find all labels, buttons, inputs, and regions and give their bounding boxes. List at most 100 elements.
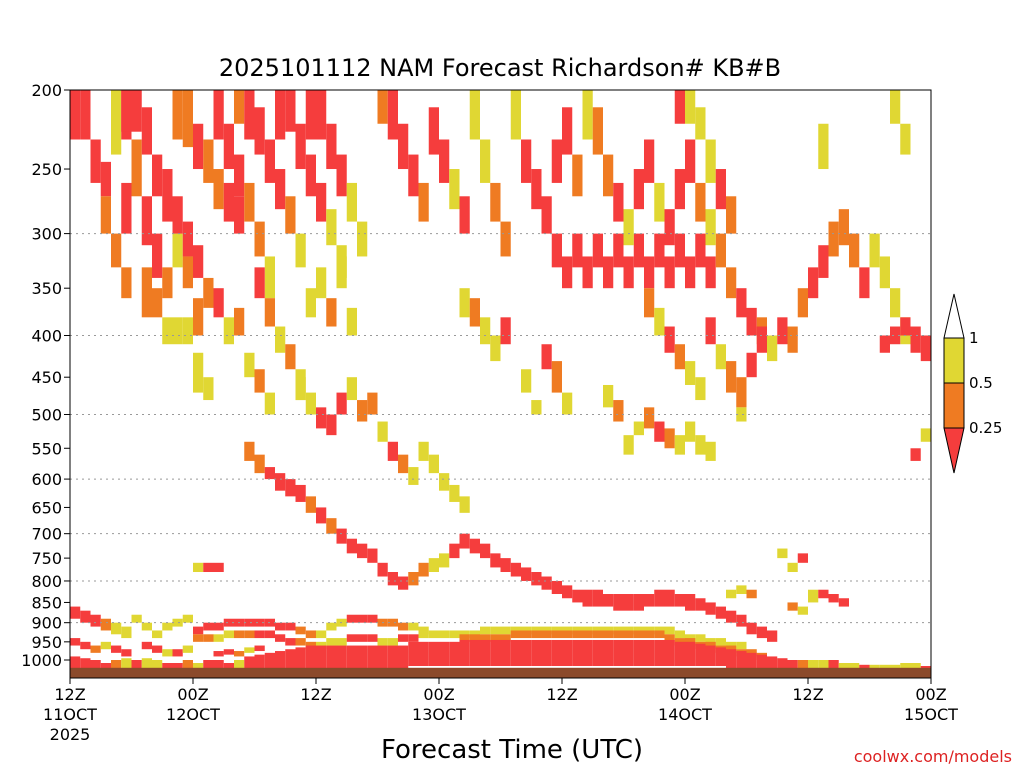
heatmap-cell [726, 645, 737, 653]
heatmap-cell [264, 630, 275, 639]
heatmap-cell [336, 645, 347, 672]
heatmap-cell [357, 400, 368, 422]
heatmap-cell [275, 326, 286, 353]
heatmap-cell [459, 196, 470, 234]
x-tick-label: 12OCT [166, 705, 220, 724]
heatmap-cell [326, 645, 337, 672]
heatmap-cell [172, 663, 183, 672]
heatmap-cell [828, 660, 839, 672]
heatmap-cell [695, 107, 706, 140]
heatmap-cell [305, 288, 316, 318]
heatmap-cell [182, 660, 193, 672]
heatmap-cell [326, 298, 337, 327]
heatmap-cell [695, 435, 706, 455]
heatmap-cell [449, 630, 460, 639]
heatmap-cell [141, 658, 152, 669]
heatmap-cell [572, 630, 583, 639]
heatmap-cell [541, 576, 552, 590]
heatmap-cell [685, 641, 696, 666]
heatmap-cell [285, 622, 296, 631]
heatmap-cell [336, 392, 347, 415]
heatmap-cell [705, 209, 716, 246]
heatmap-cell [541, 639, 552, 666]
heatmap-cell [469, 90, 480, 140]
heatmap-cell [428, 641, 439, 666]
plot-area [69, 89, 932, 679]
heatmap-cell [326, 123, 337, 170]
heatmap-cell [387, 618, 398, 627]
colorbar-label: 0.25 [969, 419, 1002, 437]
heatmap-cell [285, 479, 296, 497]
heatmap-cell [603, 594, 614, 607]
heatmap-cell [551, 580, 562, 595]
y-tick-label: 800 [31, 572, 62, 591]
heatmap-cell [244, 90, 255, 140]
heatmap-cell [121, 182, 132, 234]
heatmap-cell [254, 107, 265, 155]
heatmap-cell [162, 317, 173, 345]
heatmap-cell [787, 660, 798, 672]
heatmap-cell [439, 630, 450, 639]
x-tick-label: 14OCT [658, 705, 712, 724]
heatmap-cell [244, 182, 255, 222]
heatmap-cell [674, 638, 685, 646]
heatmap-cell [541, 626, 552, 635]
heatmap-cell [685, 634, 696, 642]
heatmap-cell [664, 634, 675, 642]
heatmap-cell [613, 639, 624, 666]
credit-text: coolwx.com/models [854, 747, 1012, 766]
heatmap-cell [418, 562, 429, 577]
heatmap-cell [623, 209, 634, 246]
heatmap-cell [295, 484, 306, 502]
heatmap-cell [418, 630, 429, 639]
heatmap-cell [736, 407, 747, 422]
heatmap-cell [264, 256, 275, 299]
heatmap-cell [705, 441, 716, 461]
heatmap-cell [254, 645, 265, 652]
heatmap-cell [592, 233, 603, 268]
heatmap-cell [705, 645, 716, 666]
heatmap-cell [613, 594, 624, 611]
heatmap-cell [152, 660, 163, 669]
heatmap-cell [808, 267, 819, 299]
heatmap-cell [603, 626, 614, 635]
heatmap-cell [346, 634, 357, 642]
heatmap-cell [439, 139, 450, 183]
heatmap-cell [644, 630, 655, 639]
heatmap-cell [838, 209, 849, 246]
heatmap-cell [500, 626, 511, 635]
heatmap-cell [193, 634, 204, 642]
heatmap-cell [367, 634, 378, 642]
heatmap-cell [172, 233, 183, 268]
heatmap-cell [767, 656, 778, 669]
heatmap-cell [562, 585, 573, 599]
heatmap-cell [490, 182, 501, 222]
heatmap-cell [316, 407, 327, 429]
heatmap-cell [705, 638, 716, 646]
heatmap-cell [377, 638, 388, 646]
ground-layer [70, 667, 931, 678]
heatmap-cell [234, 154, 245, 197]
heatmap-cell [869, 233, 880, 268]
heatmap-cell [459, 496, 470, 513]
heatmap-cell [633, 630, 644, 639]
heatmap-cell [521, 626, 532, 635]
heatmap-cell [654, 626, 665, 635]
heatmap-cell [305, 392, 316, 415]
colorbar-legend: 1 0.5 0.25 [943, 293, 1002, 474]
heatmap-cell [787, 562, 798, 573]
heatmap-cell [387, 638, 398, 646]
heatmap-cell [859, 267, 870, 299]
heatmap-cell [531, 572, 542, 586]
heatmap-cell [705, 139, 716, 183]
heatmap-cell [674, 344, 685, 370]
heatmap-cell [387, 441, 398, 461]
y-tick-label: 900 [31, 614, 62, 633]
heatmap-cell [152, 630, 163, 639]
heatmap-cell [726, 196, 737, 234]
heatmap-cell [398, 123, 409, 170]
heatmap-cell [490, 626, 501, 635]
heatmap-cell [449, 543, 460, 559]
heatmap-cell [695, 643, 706, 666]
